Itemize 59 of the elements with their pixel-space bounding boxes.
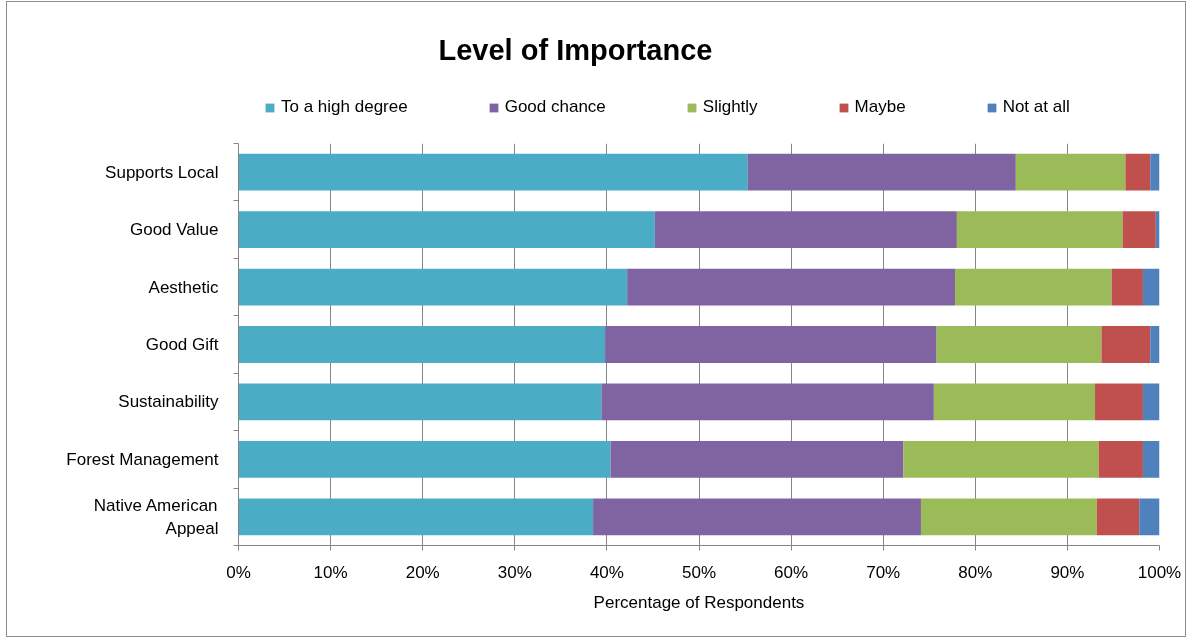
- legend-label: Slightly: [702, 97, 758, 117]
- bar: [1015, 153, 1126, 191]
- y-tick-label: Native American Appeal: [93, 495, 219, 538]
- bar: [933, 383, 1096, 421]
- bar: [238, 153, 748, 191]
- bar: [1150, 326, 1160, 363]
- bar: [1142, 440, 1160, 478]
- bar: [1096, 498, 1140, 536]
- bar: [1122, 211, 1156, 249]
- bar: [238, 268, 628, 306]
- y-tick-label: Forest Management: [66, 449, 219, 469]
- bar: [955, 268, 1112, 306]
- x-tick-label: 30%: [497, 562, 532, 582]
- bar: [1098, 440, 1143, 478]
- bar: [238, 498, 594, 536]
- x-tick-label: 90%: [1050, 562, 1085, 582]
- bar: [238, 326, 606, 363]
- bar: [920, 498, 1097, 536]
- y-tick-label: Supports Local: [105, 162, 219, 182]
- bar: [903, 440, 1099, 478]
- legend-label: Good chance: [504, 97, 606, 117]
- bar: [238, 440, 611, 478]
- bar: [936, 326, 1102, 363]
- chart-title: Level of Importance: [438, 33, 713, 66]
- bar: [1142, 383, 1160, 421]
- x-tick-label: 70%: [866, 562, 901, 582]
- bar: [610, 440, 904, 478]
- bar: [1101, 326, 1151, 363]
- bar: [1142, 268, 1160, 306]
- bar: [1111, 268, 1143, 306]
- bar: [601, 383, 934, 421]
- x-tick-label: 80%: [958, 562, 993, 582]
- bar: [1139, 498, 1160, 536]
- bar: [238, 383, 602, 421]
- x-tick-label: 20%: [405, 562, 440, 582]
- bar: [627, 268, 956, 306]
- bar: [1095, 383, 1143, 421]
- bar: [654, 211, 957, 249]
- x-tick-label: 10%: [313, 562, 348, 582]
- y-tick-label: Sustainability: [118, 392, 219, 412]
- x-tick-label: 50%: [681, 562, 717, 582]
- bar: [1125, 153, 1151, 191]
- y-tick-label: Aesthetic: [148, 277, 219, 297]
- x-tick-label: 100%: [1137, 562, 1182, 582]
- bar: [1150, 153, 1160, 191]
- bar: [956, 211, 1123, 249]
- legend-label: To a high degree: [281, 97, 408, 117]
- legend-label: Not at all: [1002, 97, 1070, 117]
- x-tick-label: 0%: [226, 562, 251, 582]
- bar: [593, 498, 921, 536]
- x-tick-label: 40%: [589, 562, 624, 582]
- legend-label: Maybe: [854, 97, 906, 117]
- y-tick-label: Good Gift: [145, 335, 219, 354]
- bar: [238, 211, 655, 249]
- bar: [747, 153, 1016, 191]
- bar: [605, 326, 937, 363]
- y-tick-label: Good Value: [129, 220, 219, 240]
- x-axis-title: Percentage of Respondents: [593, 592, 805, 612]
- x-tick-label: 60%: [774, 562, 809, 582]
